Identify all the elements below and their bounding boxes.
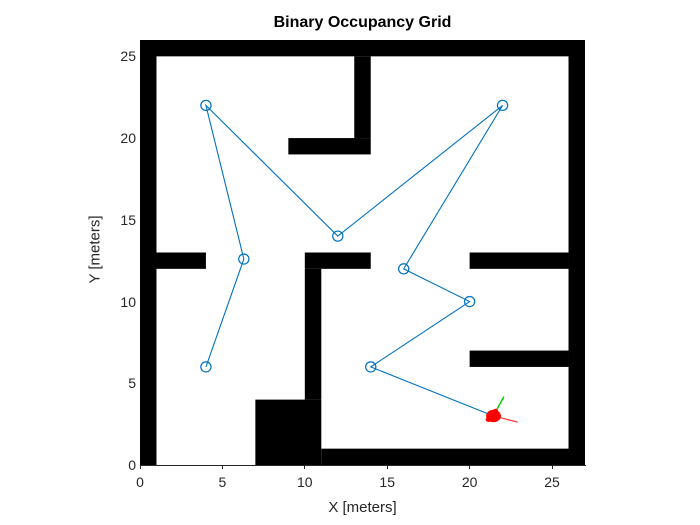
waypoint-marker: [239, 254, 249, 264]
wall-left-stub-wall: [156, 252, 206, 269]
y-tick-label: 25: [120, 48, 136, 65]
y-tick-label: 5: [128, 375, 136, 392]
waypoint-marker: [497, 100, 507, 110]
x-tick-mark: [551, 466, 553, 469]
chart-title: Binary Occupancy Grid: [273, 14, 452, 31]
waypoint-marker: [366, 362, 376, 372]
y-tick-label: 15: [120, 211, 136, 228]
y-tick-label: 20: [120, 130, 136, 147]
wall-center-vertical-wall: [304, 268, 322, 400]
wall-top-vertical-wall: [354, 56, 371, 139]
robot-body-bump-left: [485, 417, 492, 423]
waypoint-marker: [399, 264, 409, 274]
waypoint-marker: [465, 296, 475, 306]
x-axis-label: X [meters]: [328, 499, 397, 516]
waypoint-marker: [201, 100, 211, 110]
x-tick-label: 0: [136, 474, 144, 490]
y-axis-label: Y [meters]: [86, 215, 104, 284]
x-tick-mark: [304, 466, 306, 469]
occupancy-grid-plot: [140, 40, 585, 465]
wall-right-stub-upper: [469, 252, 569, 269]
wall-border-right: [568, 40, 585, 465]
wall-top-left-arm: [288, 138, 371, 155]
wall-bottom-block: [255, 399, 322, 465]
x-tick-label: 15: [379, 474, 395, 490]
wall-border-bottom-right: [321, 448, 585, 465]
planned-path: [206, 105, 503, 416]
x-tick-mark: [139, 466, 141, 469]
x-axis-line: [140, 465, 586, 466]
waypoint-marker: [333, 231, 343, 241]
robot-body-bump-top: [492, 408, 499, 414]
x-tick-mark: [386, 466, 388, 469]
waypoint-marker: [201, 362, 211, 372]
x-tick-label: 25: [544, 474, 560, 490]
wall-border-left: [140, 40, 157, 465]
x-tick-mark: [469, 466, 471, 469]
x-tick-label: 10: [297, 474, 313, 490]
wall-border-top: [140, 40, 585, 57]
x-tick-label: 20: [461, 474, 478, 490]
x-tick-mark: [221, 466, 223, 469]
y-tick-label: 10: [120, 293, 136, 310]
wall-center-top-arm: [304, 252, 371, 269]
wall-right-stub-lower: [469, 350, 569, 367]
x-tick-label: 5: [218, 474, 227, 490]
y-tick-label: 0: [128, 457, 136, 473]
robot-y-axis: [496, 397, 504, 411]
